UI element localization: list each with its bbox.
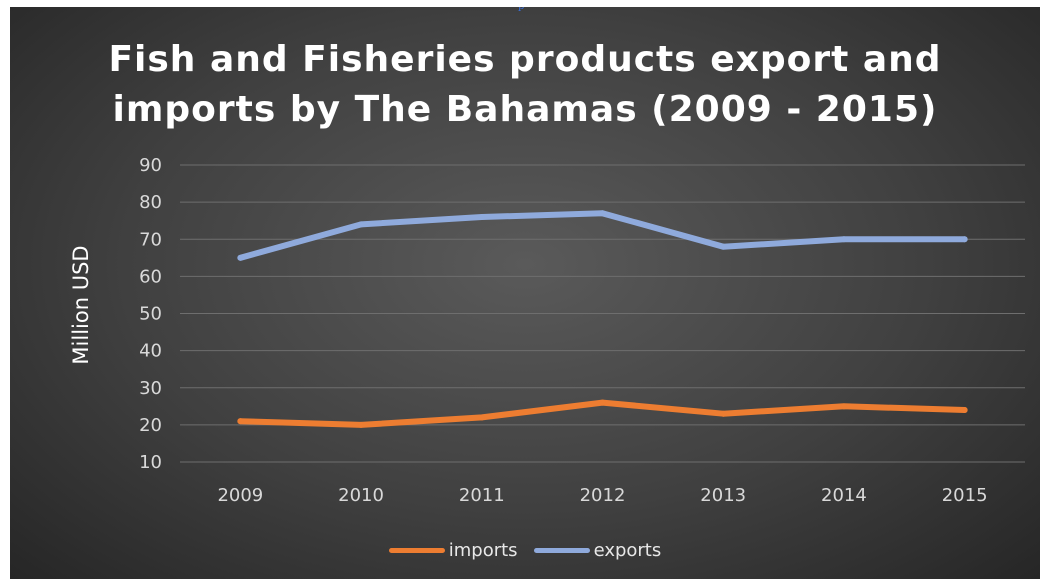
y-tick-label: 80 — [139, 192, 162, 213]
data-point-exports-2012 — [599, 210, 606, 217]
legend-item-exports[interactable]: exports — [533, 540, 662, 561]
series-line-exports — [237, 210, 968, 261]
data-point-imports-2015 — [961, 407, 968, 414]
data-point-exports-2013 — [720, 243, 727, 250]
data-point-exports-2010 — [358, 221, 365, 228]
series-line-imports — [237, 399, 968, 428]
data-point-imports-2009 — [237, 418, 244, 425]
x-tick-label: 2014 — [821, 485, 867, 506]
data-point-imports-2013 — [720, 410, 727, 417]
y-axis-ticks: 10 20 30 40 50 60 70 80 90 — [139, 155, 162, 473]
series-lines — [237, 210, 968, 428]
data-point-imports-2010 — [358, 421, 365, 428]
data-point-exports-2011 — [478, 213, 485, 220]
y-tick-label: 50 — [139, 304, 162, 325]
data-point-exports-2015 — [961, 236, 968, 243]
x-axis-ticks: 2009 2010 2011 2012 2013 2014 2015 — [217, 485, 987, 506]
y-tick-label: 40 — [139, 341, 162, 362]
x-tick-label: 2012 — [580, 485, 626, 506]
x-tick-label: 2009 — [217, 485, 263, 506]
y-tick-label: 10 — [139, 452, 162, 473]
legend-label-exports: exports — [593, 540, 662, 561]
data-point-exports-2014 — [840, 236, 847, 243]
x-tick-label: 2013 — [700, 485, 746, 506]
y-tick-label: 60 — [139, 266, 162, 287]
y-tick-label: 90 — [139, 155, 162, 176]
chart-area: p Fish and Fisheries products export and… — [10, 7, 1040, 579]
y-tick-label: 70 — [139, 229, 162, 250]
legend-swatch-imports — [388, 548, 445, 553]
legend-label-imports: imports — [448, 540, 518, 561]
data-point-imports-2014 — [840, 403, 847, 410]
legend[interactable]: imports exports — [10, 537, 1040, 561]
chart-title-line-2: imports by The Bahamas (2009 - 2015) — [112, 89, 938, 130]
legend-swatch-exports — [533, 548, 590, 553]
top-link-fragment: p — [518, 7, 540, 11]
chart-title-line-1: Fish and Fisheries products export and — [108, 39, 942, 80]
data-point-imports-2011 — [478, 414, 485, 421]
gridlines — [180, 164, 1025, 463]
data-point-imports-2012 — [599, 399, 606, 406]
x-tick-label: 2015 — [942, 485, 988, 506]
chart-title: Fish and Fisheries products export and i… — [10, 35, 1040, 135]
y-axis-title: Million USD — [69, 245, 93, 364]
x-tick-label: 2010 — [338, 485, 384, 506]
legend-item-imports[interactable]: imports — [388, 540, 518, 561]
data-point-exports-2009 — [237, 254, 244, 261]
x-tick-label: 2011 — [459, 485, 505, 506]
y-tick-label: 30 — [139, 378, 162, 399]
y-tick-label: 20 — [139, 415, 162, 436]
